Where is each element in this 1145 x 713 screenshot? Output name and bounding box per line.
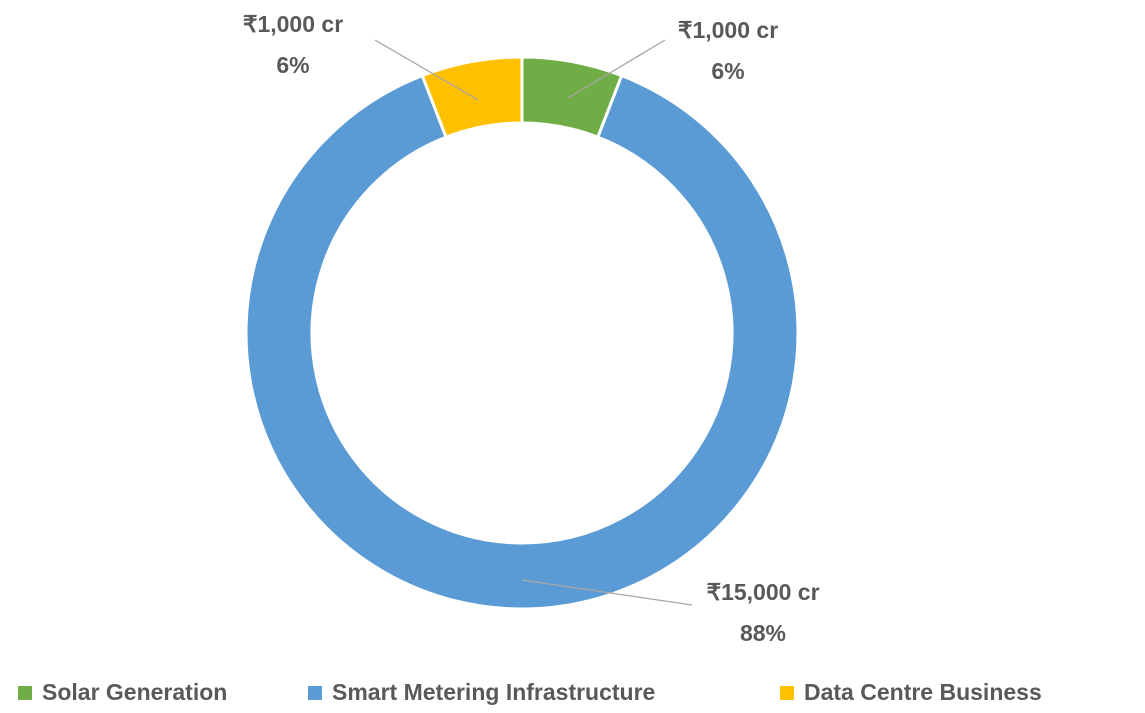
- legend-label: Smart Metering Infrastructure: [332, 679, 655, 705]
- legend-swatch: [18, 686, 32, 700]
- leader-line: [521, 579, 693, 606]
- value-label: ₹15,000 cr: [706, 579, 819, 605]
- percent-label: 6%: [711, 58, 744, 84]
- value-label: ₹1,000 cr: [678, 17, 778, 43]
- leader-line: [374, 39, 479, 101]
- legend-label: Data Centre Business: [804, 679, 1042, 705]
- leader-line: [567, 39, 666, 99]
- legend-label: Solar Generation: [42, 679, 227, 705]
- donut-slice: [244, 73, 800, 611]
- percent-label: 6%: [276, 52, 309, 78]
- value-label: ₹1,000 cr: [243, 11, 343, 37]
- legend-swatch: [308, 686, 322, 700]
- legend-swatch: [780, 686, 794, 700]
- percent-label: 88%: [740, 620, 786, 646]
